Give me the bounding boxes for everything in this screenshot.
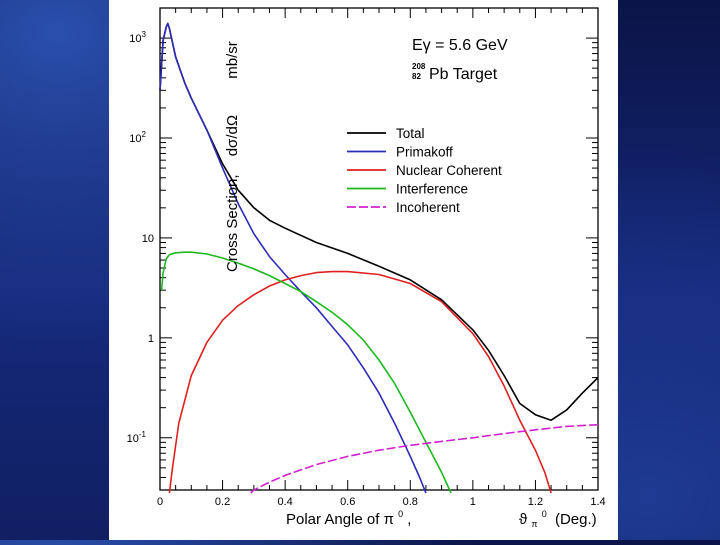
y-tick-base: 10 xyxy=(129,133,141,145)
series-line-incoherent xyxy=(250,423,599,494)
x-axis-unit: (Deg.) xyxy=(555,511,597,528)
x-axis-label: Polar Angle of π 0 , xyxy=(286,504,411,528)
legend-label-total: Total xyxy=(396,126,425,141)
y-tick-label: 1 xyxy=(148,333,154,345)
y-tick-exponent: 3 xyxy=(142,30,147,39)
x-tick-label: 1.2 xyxy=(528,496,543,508)
chart-panel: 0 0.2 0.4 0.6 0.8 1 1.2 1.4 10-1 1 10 102 103 Total P… xyxy=(109,0,618,540)
x-tick-label: 1.4 xyxy=(590,496,605,508)
y-tick-exponent: -1 xyxy=(139,430,147,439)
y-tick-base: 10 xyxy=(127,433,139,445)
y-tick-label: 103 xyxy=(129,30,146,45)
x-axis-symbol-sub: π xyxy=(531,519,537,529)
x-axis-symbol: ϑ π 0 (Deg.) xyxy=(519,504,597,531)
legend-label-primakoff: Primakoff xyxy=(396,145,453,160)
x-axis-symbol-theta: ϑ xyxy=(519,511,528,528)
y-tick-exponent: 2 xyxy=(142,130,147,139)
y-tick-label: 10-1 xyxy=(127,430,147,445)
legend: Total Primakoff Nuclear Coherent Interferen… xyxy=(347,126,502,215)
legend-label-incoherent: Incoherent xyxy=(396,200,460,215)
x-axis-label-sup: 0 xyxy=(398,509,403,519)
y-tick-label: 10 xyxy=(142,233,154,245)
series-line-interference xyxy=(160,251,452,494)
x-tick-label: 1 xyxy=(470,496,476,508)
x-axis-symbol-sup: 0 xyxy=(542,509,547,519)
y-tick-label: 102 xyxy=(129,130,146,145)
y-axis-label-main: Cross Section, xyxy=(224,174,241,272)
x-axis-label-comma: , xyxy=(407,511,411,528)
series-layer xyxy=(159,22,599,494)
legend-label-nuclear-coherent: Nuclear Coherent xyxy=(396,163,502,178)
target-mass-number: 208 xyxy=(412,62,426,71)
y-axis-label: Cross Section, dσ/dΩ xyxy=(224,115,241,272)
y-axis-label-dsigma: dσ/dΩ xyxy=(224,115,241,156)
x-tick-label: 0.8 xyxy=(403,496,418,508)
x-tick-label: 0 xyxy=(157,496,163,508)
x-tick-label: 0.2 xyxy=(215,496,230,508)
x-tick-label: 0.4 xyxy=(277,496,292,508)
x-axis-label-main: Polar Angle of π xyxy=(286,511,394,528)
y-tick-base: 10 xyxy=(129,33,141,45)
series-line-nuclear-coherent xyxy=(168,270,552,494)
target-atomic-number: 82 xyxy=(412,72,421,81)
energy-annotation: Eγ = 5.6 GeV xyxy=(412,37,508,54)
target-annotation: Pb Target xyxy=(429,66,498,83)
legend-label-interference: Interference xyxy=(396,182,468,197)
series-line-primakoff xyxy=(159,22,427,494)
y-axis-unit: mb/sr xyxy=(224,41,241,79)
x-tick-label: 0.6 xyxy=(340,496,355,508)
